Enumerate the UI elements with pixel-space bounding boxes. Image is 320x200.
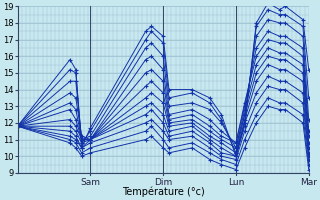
Text: Dim: Dim [154,178,172,187]
X-axis label: Température (°c): Température (°c) [122,187,204,197]
Text: Mar: Mar [300,178,317,187]
Text: Sam: Sam [80,178,100,187]
Text: Lun: Lun [228,178,244,187]
